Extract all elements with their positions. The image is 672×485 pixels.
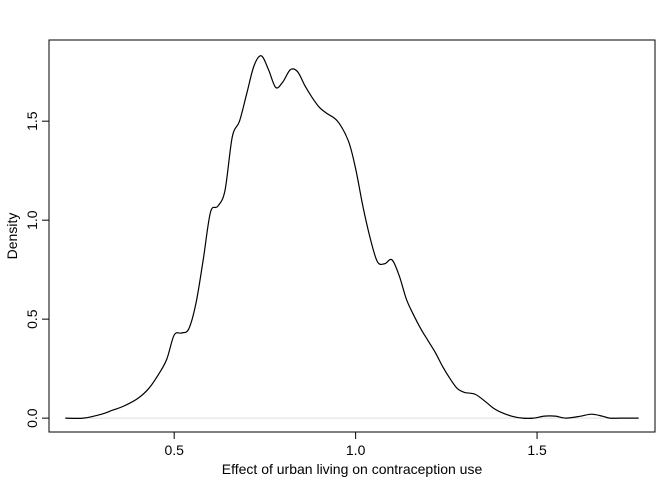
x-tick-label: 1.5 — [527, 442, 547, 458]
y-tick-label: 1.5 — [24, 111, 40, 131]
y-axis-label: Density — [4, 213, 20, 260]
plot-frame — [48, 39, 656, 433]
x-tick-label: 0.5 — [164, 442, 184, 458]
y-tick-label: 1.0 — [24, 210, 40, 230]
y-axis: 0.0 0.5 1.0 1.5 — [24, 111, 49, 428]
y-tick-label: 0.0 — [24, 408, 40, 428]
density-curve — [65, 55, 639, 420]
x-axis-label: Effect of urban living on contraception … — [222, 461, 483, 477]
y-tick-label: 0.5 — [24, 309, 40, 329]
x-tick-label: 1.0 — [346, 442, 366, 458]
x-axis: 0.5 1.0 1.5 — [164, 432, 547, 458]
